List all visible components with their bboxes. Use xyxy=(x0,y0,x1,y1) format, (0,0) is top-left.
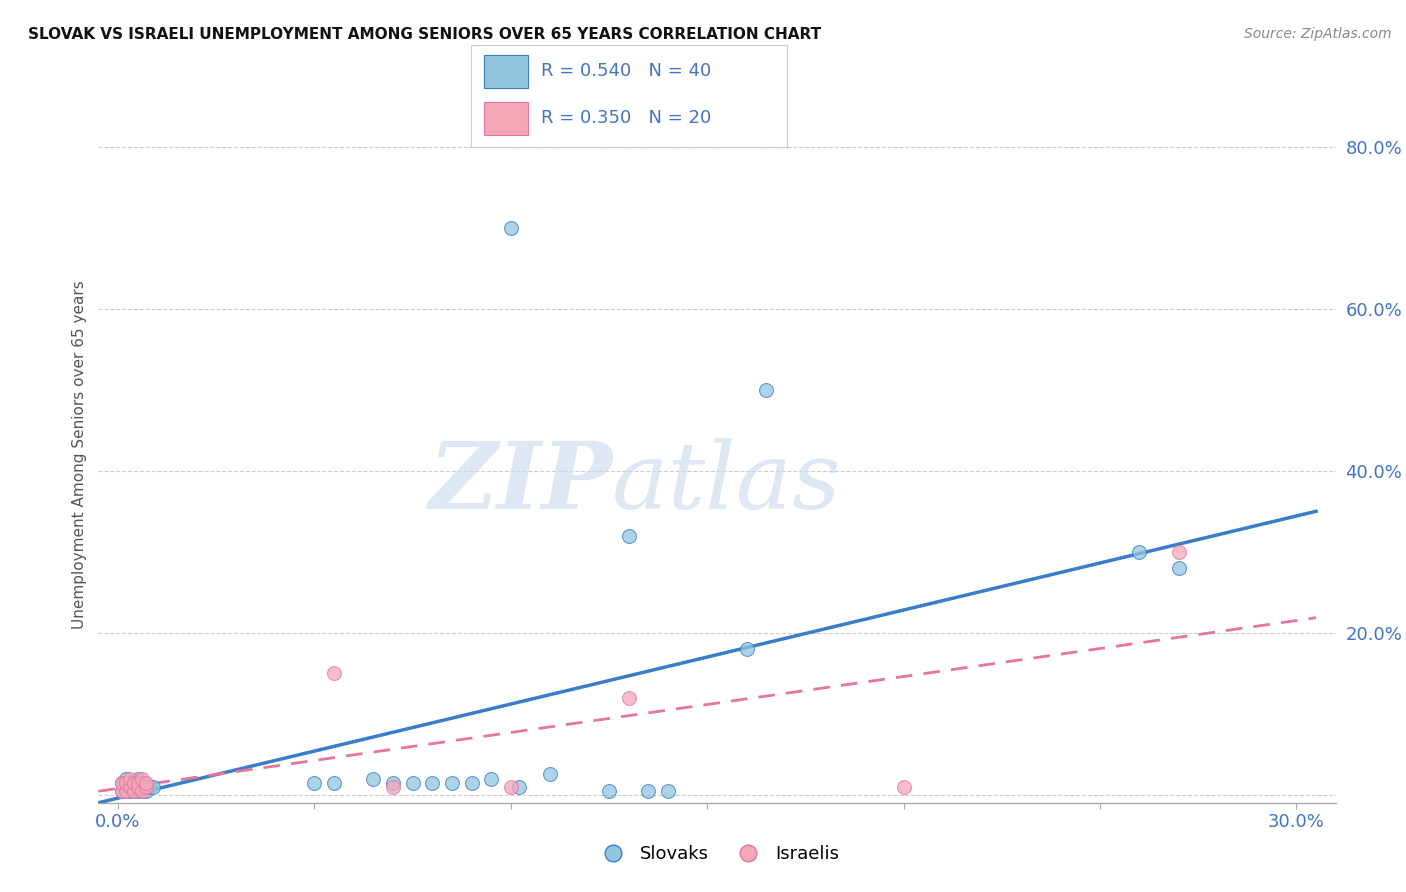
Point xyxy=(127,783,149,797)
Point xyxy=(1167,545,1189,559)
Text: Source: ZipAtlas.com: Source: ZipAtlas.com xyxy=(1244,27,1392,41)
Point xyxy=(479,772,502,786)
Point xyxy=(1128,545,1150,559)
Point xyxy=(440,775,463,789)
Point xyxy=(131,775,153,789)
Point xyxy=(499,221,522,235)
Y-axis label: Unemployment Among Seniors over 65 years: Unemployment Among Seniors over 65 years xyxy=(72,281,87,629)
Point xyxy=(538,767,561,781)
Point xyxy=(122,775,145,789)
Point xyxy=(135,780,157,794)
Point xyxy=(401,775,423,789)
Text: SLOVAK VS ISRAELI UNEMPLOYMENT AMONG SENIORS OVER 65 YEARS CORRELATION CHART: SLOVAK VS ISRAELI UNEMPLOYMENT AMONG SEN… xyxy=(28,27,821,42)
Point xyxy=(127,772,149,786)
Bar xyxy=(484,102,529,135)
Point xyxy=(127,780,149,794)
Point xyxy=(127,775,149,789)
Point xyxy=(142,780,165,794)
Point xyxy=(323,666,346,681)
Point xyxy=(382,780,405,794)
Point xyxy=(893,780,915,794)
Point xyxy=(135,775,157,789)
Point xyxy=(111,783,134,797)
Point xyxy=(131,783,153,797)
Point xyxy=(657,783,679,797)
Point xyxy=(131,772,153,786)
Point xyxy=(111,775,134,789)
Point xyxy=(131,783,153,797)
Point xyxy=(1167,561,1189,575)
Point xyxy=(460,775,482,789)
Point xyxy=(122,783,145,797)
Point xyxy=(115,772,138,786)
Point xyxy=(118,780,141,794)
Text: R = 0.350   N = 20: R = 0.350 N = 20 xyxy=(541,110,711,128)
Point xyxy=(617,529,640,543)
Point xyxy=(111,783,134,797)
Point xyxy=(382,775,405,789)
Point xyxy=(323,775,346,789)
Point xyxy=(755,383,778,397)
Point xyxy=(135,783,157,797)
Point xyxy=(122,783,145,797)
Point xyxy=(420,775,443,789)
Point xyxy=(115,783,138,797)
Point xyxy=(508,780,530,794)
Point xyxy=(304,775,326,789)
Point xyxy=(363,772,385,786)
Point xyxy=(499,780,522,794)
Text: R = 0.540   N = 40: R = 0.540 N = 40 xyxy=(541,62,711,80)
Bar xyxy=(484,55,529,87)
Point xyxy=(122,775,145,789)
Legend: Slovaks, Israelis: Slovaks, Israelis xyxy=(588,838,846,871)
Point xyxy=(115,783,138,797)
Point xyxy=(637,783,659,797)
Point xyxy=(115,780,138,794)
Point xyxy=(118,780,141,794)
Point xyxy=(598,783,620,797)
Point xyxy=(122,780,145,794)
Point xyxy=(115,775,138,789)
Point xyxy=(127,780,149,794)
Text: ZIP: ZIP xyxy=(427,438,612,528)
Point xyxy=(617,690,640,705)
Point xyxy=(118,783,141,797)
Point xyxy=(135,780,157,794)
Point xyxy=(118,772,141,786)
Point xyxy=(138,780,160,794)
Point xyxy=(118,775,141,789)
Point xyxy=(735,642,758,657)
Point xyxy=(111,775,134,789)
Text: atlas: atlas xyxy=(612,438,841,528)
